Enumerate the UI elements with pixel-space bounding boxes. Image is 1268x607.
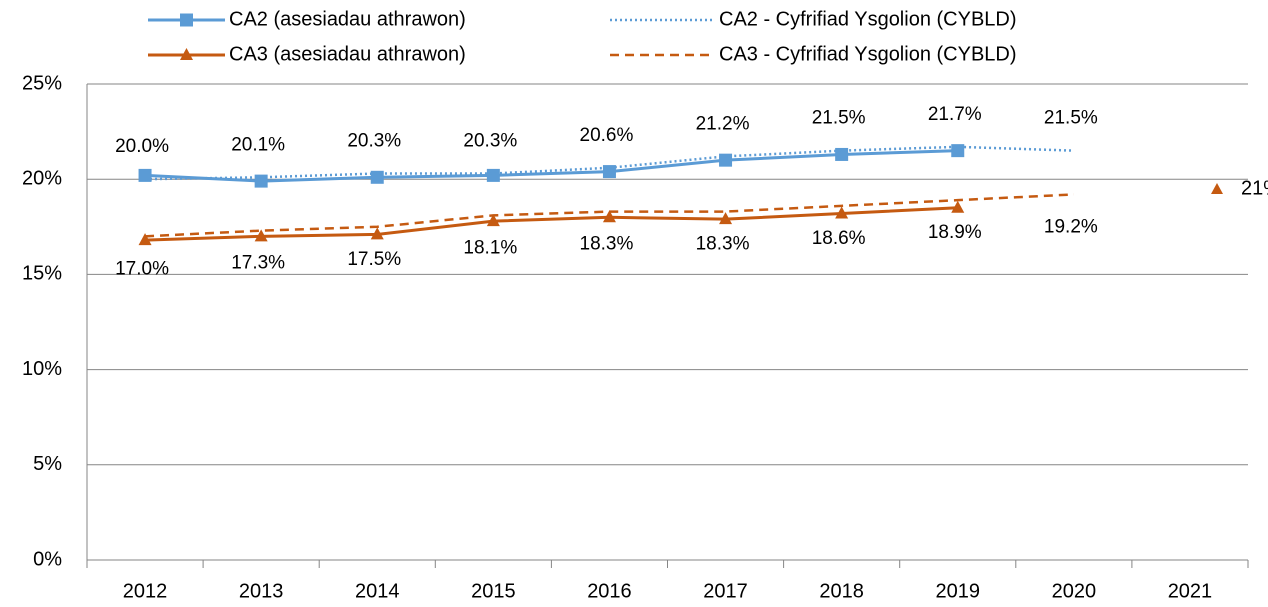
y-tick-label: 10%	[22, 358, 62, 380]
data-label: 20.0%	[115, 136, 169, 157]
data-label: 18.3%	[580, 234, 634, 255]
legend-label: CA2 - Cyfrifiad Ysgolion (CYBLD)	[719, 8, 1017, 30]
marker	[602, 210, 616, 223]
legend-label: CA3 (asesiadau athrawon)	[229, 43, 466, 65]
marker	[719, 153, 733, 167]
data-label: 20.3%	[463, 131, 517, 152]
annotation: 21%	[1241, 177, 1268, 199]
data-label: 21.2%	[696, 113, 750, 134]
x-tick-label: 2012	[123, 580, 168, 602]
marker	[951, 200, 965, 213]
data-label: 17.3%	[231, 253, 285, 274]
x-tick-label: 2019	[936, 580, 981, 602]
series-line	[144, 149, 958, 183]
marker	[180, 48, 193, 60]
data-label: 20.1%	[231, 134, 285, 155]
x-tick-label: 2018	[819, 580, 864, 602]
data-label: 18.6%	[812, 228, 866, 249]
legend-label: CA3 - Cyfrifiad Ysgolion (CYBLD)	[719, 43, 1017, 65]
legend-label: CA2 (asesiadau athrawon)	[229, 8, 466, 30]
x-tick-label: 2021	[1168, 580, 1213, 602]
marker	[951, 144, 965, 158]
y-tick-label: 5%	[33, 453, 62, 475]
annotation-marker	[1211, 183, 1223, 194]
marker	[370, 227, 384, 240]
data-label: 18.3%	[696, 234, 750, 255]
series-line	[145, 206, 958, 242]
y-tick-label: 20%	[22, 167, 62, 189]
data-label: 20.3%	[347, 131, 401, 152]
x-tick-label: 2017	[703, 580, 748, 602]
marker	[254, 174, 268, 188]
data-label: 21.5%	[812, 108, 866, 129]
data-label: 17.0%	[115, 258, 169, 279]
marker	[486, 214, 500, 227]
marker	[835, 206, 849, 219]
data-label: 17.5%	[347, 249, 401, 270]
data-label: 21.7%	[928, 104, 982, 125]
data-label: 18.9%	[928, 222, 982, 243]
data-label: 20.6%	[580, 125, 634, 146]
marker	[138, 233, 152, 246]
x-tick-label: 2020	[1052, 580, 1097, 602]
marker	[719, 212, 733, 225]
y-tick-label: 15%	[22, 263, 62, 285]
marker	[835, 147, 849, 161]
x-tick-label: 2013	[239, 580, 284, 602]
marker	[254, 229, 268, 242]
x-tick-label: 2015	[471, 580, 516, 602]
data-label: 21.5%	[1044, 108, 1098, 129]
data-label: 18.1%	[463, 237, 517, 258]
x-tick-label: 2014	[355, 580, 400, 602]
series-line	[144, 193, 1074, 238]
y-tick-label: 25%	[22, 72, 62, 94]
x-tick-label: 2016	[587, 580, 632, 602]
marker	[486, 168, 500, 182]
marker	[138, 168, 152, 182]
marker	[180, 13, 193, 27]
data-label: 19.2%	[1044, 216, 1098, 237]
y-tick-label: 0%	[33, 548, 62, 570]
